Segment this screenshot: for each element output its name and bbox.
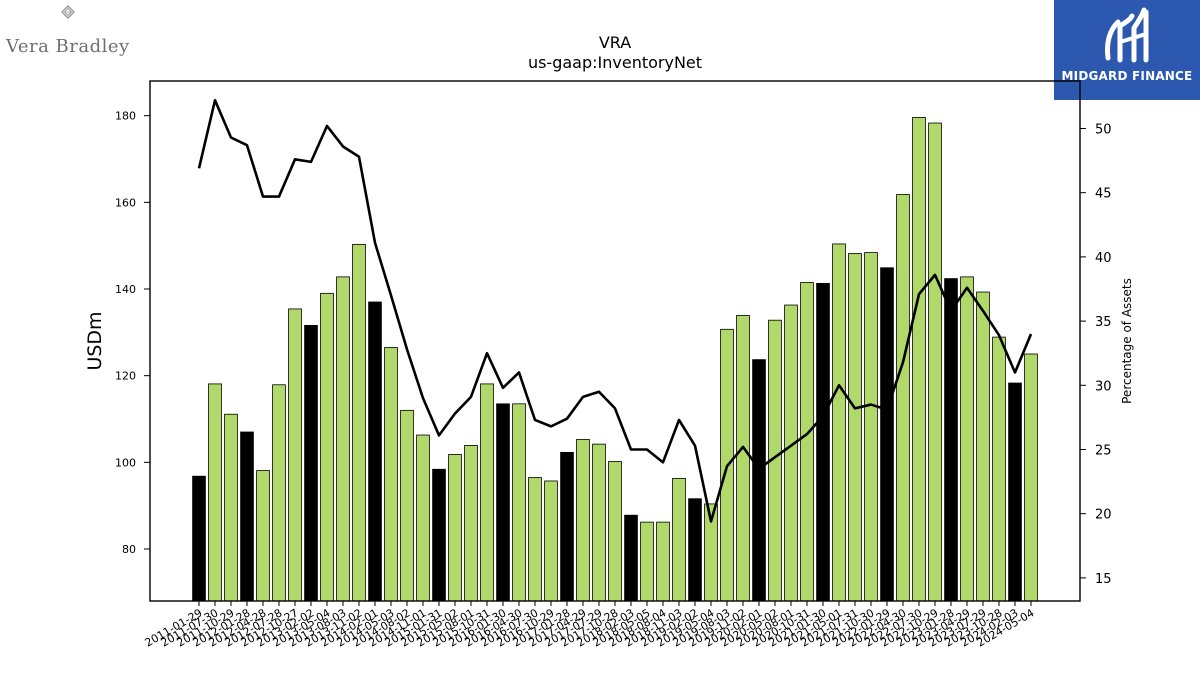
y2-tick-label: 15: [1095, 572, 1112, 587]
bar: [400, 409, 414, 602]
bar: [368, 301, 382, 602]
bar: [224, 413, 238, 602]
bar: [864, 252, 878, 602]
bar: [384, 347, 398, 602]
bar: [1024, 353, 1038, 602]
bar: [208, 383, 222, 602]
y-tick-label: 80: [122, 543, 136, 556]
y-tick-label: 140: [115, 283, 136, 296]
bar: [544, 480, 558, 602]
midgard-logo-icon: [1105, 7, 1149, 63]
y-tick-label: 160: [115, 196, 136, 209]
bar: [624, 514, 638, 602]
bar: [576, 438, 590, 602]
bar: [608, 461, 622, 602]
y2-tick-label: 45: [1095, 187, 1112, 202]
bar: [448, 454, 462, 602]
y2-tick-label: 30: [1095, 379, 1112, 394]
y-axis-label: USDm: [84, 311, 106, 370]
bar: [272, 384, 286, 602]
bar: [416, 434, 430, 602]
bar: [480, 383, 494, 602]
midgard-finance-badge: MIDGARD FINANCE: [1054, 0, 1200, 100]
bar: [672, 477, 686, 602]
bar: [336, 276, 350, 602]
bar: [752, 359, 766, 602]
bar: [832, 243, 846, 602]
bar: [528, 477, 542, 602]
bar: [496, 403, 510, 602]
bar: [256, 470, 270, 602]
y2-tick-label: 35: [1095, 315, 1112, 330]
bar: [976, 291, 990, 602]
bar: [688, 498, 702, 602]
bar: [960, 276, 974, 602]
bar: [352, 243, 366, 602]
vera-bradley-logo-icon: VB: [61, 5, 75, 19]
bar: [944, 278, 958, 602]
y-tick-label: 100: [115, 456, 136, 469]
bar: [896, 194, 910, 602]
chart-title: VRA: [599, 33, 631, 52]
bar: [192, 475, 206, 602]
bar: [304, 324, 318, 602]
midgard-finance-name: MIDGARD FINANCE: [1061, 69, 1193, 83]
bar: [592, 443, 606, 602]
bar: [288, 308, 302, 602]
bar: [640, 521, 654, 602]
bar: [848, 253, 862, 602]
series-line: [197, 98, 1033, 523]
bar: [736, 315, 750, 602]
y2-tick-label: 20: [1095, 508, 1112, 523]
bar: [784, 304, 798, 602]
bar: [320, 292, 334, 602]
y-tick-label: 180: [115, 110, 136, 123]
bar: [240, 431, 254, 602]
svg-text:VB: VB: [64, 10, 71, 15]
bar: [560, 451, 574, 602]
bar: [880, 267, 894, 602]
y2-tick-label: 40: [1095, 251, 1112, 266]
bar: [928, 122, 942, 602]
brand-name: Vera Bradley: [6, 36, 130, 57]
bar: [816, 282, 830, 602]
bar: [464, 445, 478, 602]
y2-axis-label: Percentage of Assets: [1120, 278, 1134, 404]
y-tick-label: 120: [115, 370, 136, 383]
y2-tick-label: 25: [1095, 443, 1112, 458]
bar: [800, 282, 814, 602]
bar: [656, 521, 670, 602]
y2-tick-label: 50: [1095, 123, 1112, 138]
bar: [432, 468, 446, 602]
bar: [912, 117, 926, 602]
bar: [1008, 382, 1022, 602]
bar: [512, 403, 526, 602]
chart-subtitle: us-gaap:InventoryNet: [528, 53, 702, 72]
bar: [992, 336, 1006, 602]
